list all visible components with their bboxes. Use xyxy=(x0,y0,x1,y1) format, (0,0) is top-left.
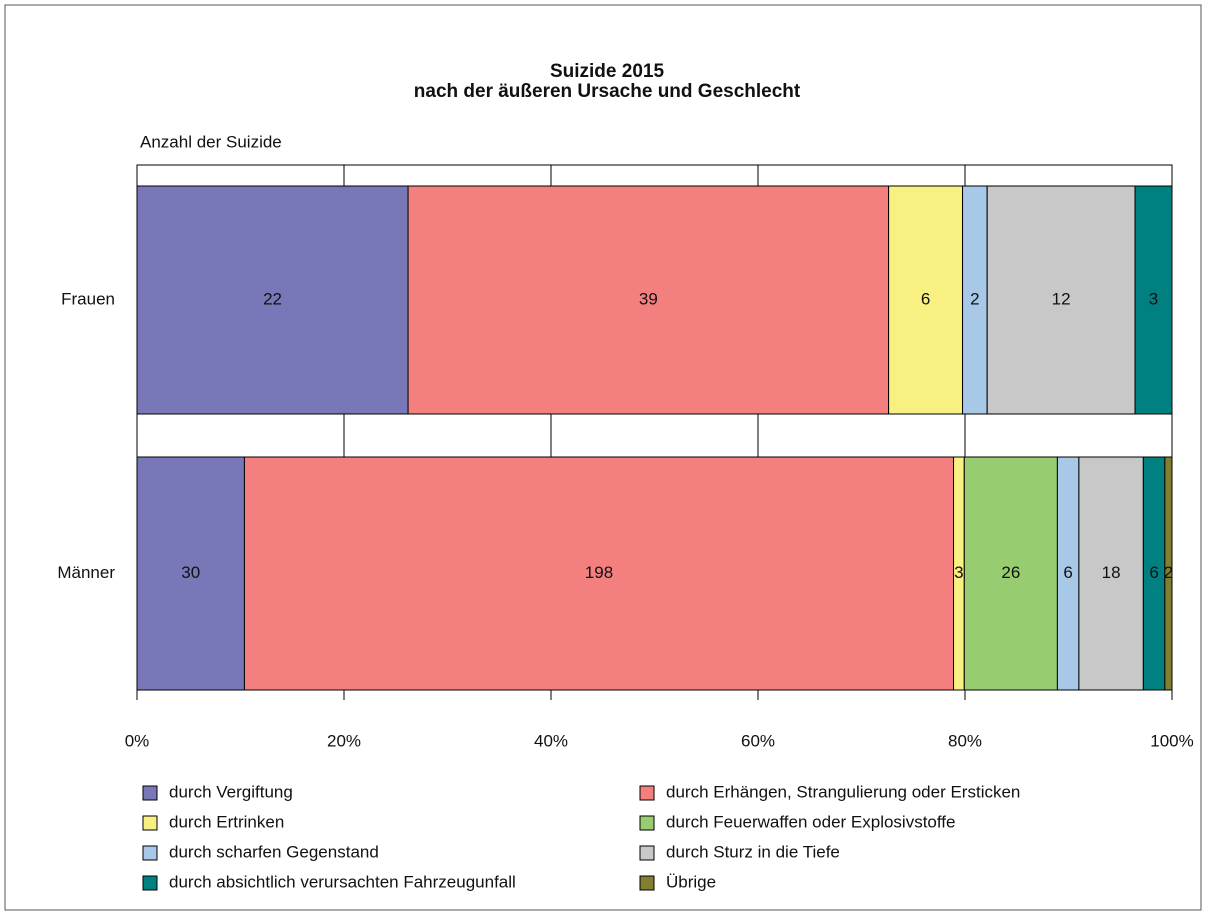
legend-label: durch Sturz in die Tiefe xyxy=(666,842,840,861)
bar-segment xyxy=(1134,185,1173,415)
legend-label: durch Vergiftung xyxy=(169,782,293,801)
bar-segment xyxy=(962,185,988,415)
chart-subtitle: nach der äußeren Ursache und Geschlecht xyxy=(414,81,801,102)
legend-swatch xyxy=(639,815,655,831)
data-label: 6 xyxy=(1063,563,1072,582)
bar-segment xyxy=(888,185,964,415)
data-label: 3 xyxy=(954,563,963,582)
legend-label: durch Feuerwaffen oder Explosivstoffe xyxy=(666,812,955,831)
x-tick-label: 60% xyxy=(741,731,775,750)
data-label: 22 xyxy=(263,289,282,308)
bar-segment xyxy=(407,185,890,415)
x-tick-label: 80% xyxy=(948,731,982,750)
legend-swatch xyxy=(639,845,655,861)
legend-swatch xyxy=(142,785,158,801)
y-tick-label: Frauen xyxy=(61,289,115,308)
legend-label: durch absichtlich verursachten Fahrzeugu… xyxy=(169,872,516,891)
legend-label: durch Ertrinken xyxy=(169,812,284,831)
data-label: 12 xyxy=(1052,289,1071,308)
data-label: 3 xyxy=(1149,289,1158,308)
data-label: 30 xyxy=(181,563,200,582)
x-tick-label: 20% xyxy=(327,731,361,750)
data-label: 39 xyxy=(639,289,658,308)
data-label: 26 xyxy=(1001,563,1020,582)
y-tick-label: Männer xyxy=(57,563,115,582)
legend-swatch xyxy=(142,815,158,831)
axis-label: Anzahl der Suizide xyxy=(140,132,282,151)
x-tick-label: 0% xyxy=(125,731,150,750)
bar-segment xyxy=(1164,456,1173,691)
legend-swatch xyxy=(142,845,158,861)
legend-swatch xyxy=(639,875,655,891)
legend-label: Übrige xyxy=(666,872,716,891)
data-label: 2 xyxy=(970,289,979,308)
bar-segment xyxy=(963,456,1058,691)
frame xyxy=(4,4,1202,911)
data-label: 6 xyxy=(1149,563,1158,582)
data-label: 198 xyxy=(585,563,613,582)
legend-swatch xyxy=(639,785,655,801)
data-label: 2 xyxy=(1164,563,1173,582)
chart-title: Suizide 2015 xyxy=(550,61,664,82)
bar-segment xyxy=(986,185,1136,415)
bar-segment xyxy=(243,456,955,691)
legend-swatch xyxy=(142,875,158,891)
data-label: 6 xyxy=(921,289,930,308)
legend-label: durch Erhängen, Strangulierung oder Erst… xyxy=(666,782,1020,801)
x-tick-label: 100% xyxy=(1150,731,1193,750)
bar-segment xyxy=(136,185,409,415)
x-tick-label: 40% xyxy=(534,731,568,750)
bar-segment xyxy=(136,456,245,691)
legend-label: durch scharfen Gegenstand xyxy=(169,842,379,861)
data-label: 18 xyxy=(1102,563,1121,582)
bar-segment xyxy=(1078,456,1144,691)
